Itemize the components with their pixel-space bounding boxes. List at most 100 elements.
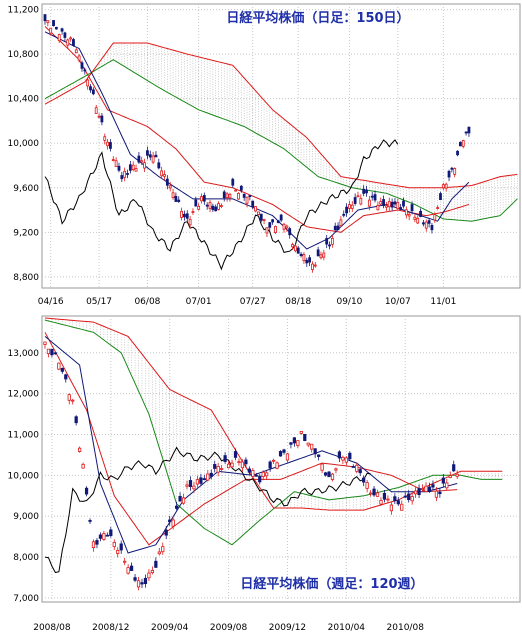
daily-candle-body: [174, 195, 178, 202]
daily-candle-body: [245, 196, 249, 204]
daily-candle-body: [157, 162, 161, 169]
weekly-candle-body: [185, 484, 189, 487]
daily-candle-body: [237, 193, 240, 200]
daily-candle-body: [242, 193, 246, 198]
daily-x-tick-label: 09/10: [336, 297, 362, 307]
weekly-ichimoku-chart: 13,000 12,000 11,000 10,000 9,000 8,000 7,000 2…: [8, 315, 521, 633]
weekly-candle-body: [289, 442, 293, 445]
weekly-chikou-span: [44, 446, 371, 574]
daily-candle-body: [296, 247, 300, 254]
weekly-candle-body: [455, 473, 459, 477]
weekly-candle-body: [171, 519, 175, 527]
daily-candle-body: [402, 200, 405, 207]
daily-x-tick-label: 07/01: [186, 297, 212, 307]
weekly-candle-body: [150, 570, 154, 574]
daily-candle-body: [359, 197, 363, 205]
daily-x-tick-label: 05/17: [86, 297, 112, 307]
daily-candle-body: [265, 227, 269, 234]
weekly-candle-body: [67, 394, 71, 401]
daily-candle-body: [217, 203, 220, 210]
weekly-candle-body: [386, 498, 390, 501]
daily-y-tick-label: 10,000: [8, 139, 40, 149]
daily-candle-body: [222, 191, 226, 199]
daily-candle-body: [177, 199, 181, 202]
daily-candle-body: [114, 160, 118, 167]
daily-candle-body: [191, 211, 195, 213]
daily-candle-body: [268, 222, 272, 228]
weekly-candle-body: [78, 447, 82, 452]
weekly-candle-body: [407, 493, 411, 500]
weekly-candle-body: [278, 451, 283, 457]
daily-candle-body: [456, 150, 459, 156]
daily-candle-body: [345, 206, 348, 214]
daily-candle-body: [126, 173, 129, 175]
daily-candle-body: [330, 238, 334, 245]
weekly-candle-body: [310, 443, 314, 450]
daily-candle-body: [214, 206, 218, 212]
daily-candle-body: [325, 238, 329, 245]
daily-candle-body: [316, 249, 320, 257]
weekly-candle-body: [414, 490, 418, 495]
weekly-plot-frame: [41, 315, 521, 603]
daily-candle-body: [154, 154, 158, 158]
daily-candle-body: [365, 189, 368, 194]
daily-candle-body: [46, 20, 50, 24]
weekly-candle-body: [303, 434, 307, 441]
daily-candle-body: [262, 218, 266, 221]
weekly-candle-body: [202, 478, 206, 481]
weekly-candle-body: [57, 362, 61, 370]
weekly-tenkan-line: [44, 336, 458, 554]
weekly-candle-body: [206, 473, 210, 481]
daily-x-tick-label: 11/01: [430, 297, 456, 307]
weekly-candle-body: [91, 541, 96, 549]
weekly-candle-body: [330, 473, 335, 480]
daily-candle-body: [43, 14, 47, 22]
daily-candle-body: [356, 195, 360, 198]
daily-candle-body: [319, 254, 323, 259]
daily-senkou-span-b: [44, 42, 518, 189]
daily-candle-body: [404, 209, 408, 216]
weekly-candle-body: [323, 472, 328, 476]
daily-candles: [43, 14, 471, 273]
weekly-candle-body: [147, 572, 151, 579]
weekly-x-tick-label: 2009/04: [151, 623, 189, 633]
weekly-candle-body: [358, 469, 362, 474]
daily-candle-body: [123, 170, 127, 178]
daily-ichimoku-chart: 11,200 10,800 10,400 10,000 9,600 9,200 8,800 0…: [8, 3, 521, 307]
daily-y-tick-label: 10,800: [8, 50, 40, 60]
weekly-y-tick-label: 10,000: [8, 471, 40, 481]
daily-candle-body: [248, 195, 252, 198]
weekly-y-tick-label: 7,000: [13, 594, 39, 604]
weekly-cloud: [44, 317, 503, 546]
daily-candle-body: [200, 196, 203, 202]
weekly-candle-body: [441, 477, 445, 484]
daily-y-tick-label: 8,800: [13, 273, 39, 283]
daily-candle-body: [134, 168, 138, 172]
daily-candle-body: [165, 178, 169, 186]
weekly-candle-body: [313, 448, 317, 455]
weekly-candle-body: [209, 472, 213, 477]
weekly-candle-body: [199, 477, 203, 484]
daily-candle-body: [106, 141, 109, 147]
daily-candle-body: [137, 155, 141, 163]
daily-candle-body: [453, 168, 457, 175]
weekly-candle-body: [60, 367, 64, 372]
daily-candle-body: [256, 211, 260, 215]
weekly-candle-body: [140, 582, 144, 585]
daily-candle-body: [228, 194, 232, 199]
daily-candle-body: [373, 194, 377, 201]
weekly-y-tick-label: 8,000: [13, 553, 39, 563]
weekly-candle-body: [393, 496, 397, 502]
weekly-chart-panel: 13,000 12,000 11,000 10,000 9,000 8,000 7,000 2…: [0, 312, 522, 638]
weekly-y-tick-label: 13,000: [8, 349, 40, 359]
daily-candle-body: [362, 188, 366, 194]
weekly-candle-body: [112, 541, 116, 547]
daily-candle-body: [419, 210, 422, 217]
weekly-candle-body: [119, 543, 123, 551]
daily-candle-body: [234, 189, 238, 192]
daily-candle-body: [422, 222, 425, 225]
weekly-candle-body: [275, 462, 279, 469]
daily-x-tick-label: 04/16: [38, 297, 64, 307]
weekly-candle-body: [168, 519, 172, 523]
daily-candle-body: [100, 115, 104, 123]
